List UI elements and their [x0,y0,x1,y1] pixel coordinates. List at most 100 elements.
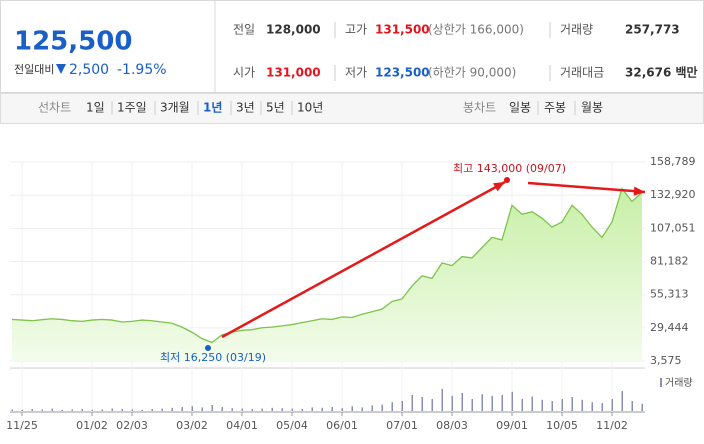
stat-note: (하한가 90,000) [428,66,516,80]
y-tick-label: 158,789 [650,155,696,168]
volume-bar [531,396,533,411]
volume-legend: 거래량 [665,377,693,389]
volume-bar [221,407,223,411]
area-fill [12,188,642,361]
stat-label: 거래대금 [560,66,604,80]
volume-bar [341,408,343,411]
volume-legend-swatch [660,378,662,387]
x-tick-label: 02/03 [116,419,148,432]
tab[interactable]: 10년 [297,101,323,115]
stat-label: 전일 [233,23,255,37]
volume-bar [611,399,613,411]
volume-bar [541,399,543,411]
x-tick-label: 11/25 [6,419,38,432]
volume-bar [331,407,333,411]
volume-bar [201,407,203,411]
x-tick-label: 08/03 [436,419,468,432]
volume-bar [161,408,163,411]
tab[interactable]: 1주일 [117,101,147,115]
y-tick-label: 132,920 [650,188,696,201]
volume-bar [281,408,283,411]
volume-bar [641,403,643,411]
volume-bar [431,399,433,411]
volume-bar [591,402,593,411]
stat-value: 123,500 [375,66,430,80]
y-tick-label: 107,051 [650,221,696,234]
stat-value: 131,000 [266,66,321,80]
volume-bar [491,395,493,411]
volume-bar [111,408,113,411]
price: 125,500 [14,27,132,57]
y-tick-label: 55,313 [650,288,689,301]
arrow-head [493,182,505,192]
tab[interactable]: 주봉 [544,101,566,115]
stat-value: 257,773 [625,23,680,37]
volume-bar [271,407,273,411]
volume-bar [461,393,463,411]
tab[interactable]: 월봉 [581,101,603,115]
volume-bar [371,405,373,411]
volume-bar [521,399,523,411]
y-tick-label: 29,444 [650,321,689,334]
volume-bar [31,409,33,411]
volume-bar [391,402,393,411]
change-label: 전일대비 [14,62,54,76]
volume-bar [141,409,143,411]
low-dot [205,345,211,351]
volume-bar [481,394,483,411]
tab[interactable]: 3개월 [160,101,190,115]
x-tick-label: 06/01 [326,419,358,432]
down-arrow [56,64,66,74]
volume-bar [551,401,553,411]
volume-bar [41,409,43,411]
low-annotation: 최저 16,250 (03/19) [160,351,266,364]
volume-bar [321,407,323,411]
volume-bar [171,407,173,411]
arrow-head [633,186,645,196]
tab[interactable]: 1일 [86,101,105,115]
tab-bar [0,93,704,124]
x-tick-label: 04/01 [226,419,258,432]
arrow [221,180,506,339]
volume-bar [61,409,63,411]
volume-bar [121,409,123,411]
y-tick-label: 81,182 [650,255,689,268]
x-tick-label: 07/01 [386,419,418,432]
stat-note: (상한가 166,000) [428,23,524,37]
header-box [0,0,704,93]
volume-bar [411,395,413,411]
volume-bar [211,405,213,411]
volume-bar [151,409,153,411]
tab[interactable]: 1년 [203,101,222,115]
volume-bar [261,408,263,411]
volume-bar [621,391,623,411]
arrow [527,181,646,194]
tab[interactable]: 일봉 [509,101,531,115]
volume-bar [301,409,303,411]
volume-bar [361,407,363,411]
volume-bar [511,391,513,411]
volume-bar [51,408,53,411]
volume-bar [581,399,583,411]
volume-bar [81,409,83,411]
x-tick-label: 03/02 [176,419,208,432]
high-dot [504,177,510,183]
volume-bar [291,408,293,411]
change-pct: -1.95% [117,62,167,78]
volume-bar [91,409,93,411]
volume-bar [181,407,183,411]
tab[interactable]: 3년 [236,101,255,115]
tab[interactable]: 5년 [266,101,285,115]
volume-bar [311,407,313,411]
stat-value: 131,500 [375,23,430,37]
stat-label: 고가 [345,23,367,37]
tab-group-label: 봉차트 [463,101,496,115]
volume-bar [401,401,403,411]
volume-bar [191,406,193,411]
volume-bar [421,397,423,411]
price-line [11,187,643,344]
x-tick-label: 05/04 [276,419,308,432]
volume-bar [381,404,383,411]
volume-bar [351,406,353,411]
